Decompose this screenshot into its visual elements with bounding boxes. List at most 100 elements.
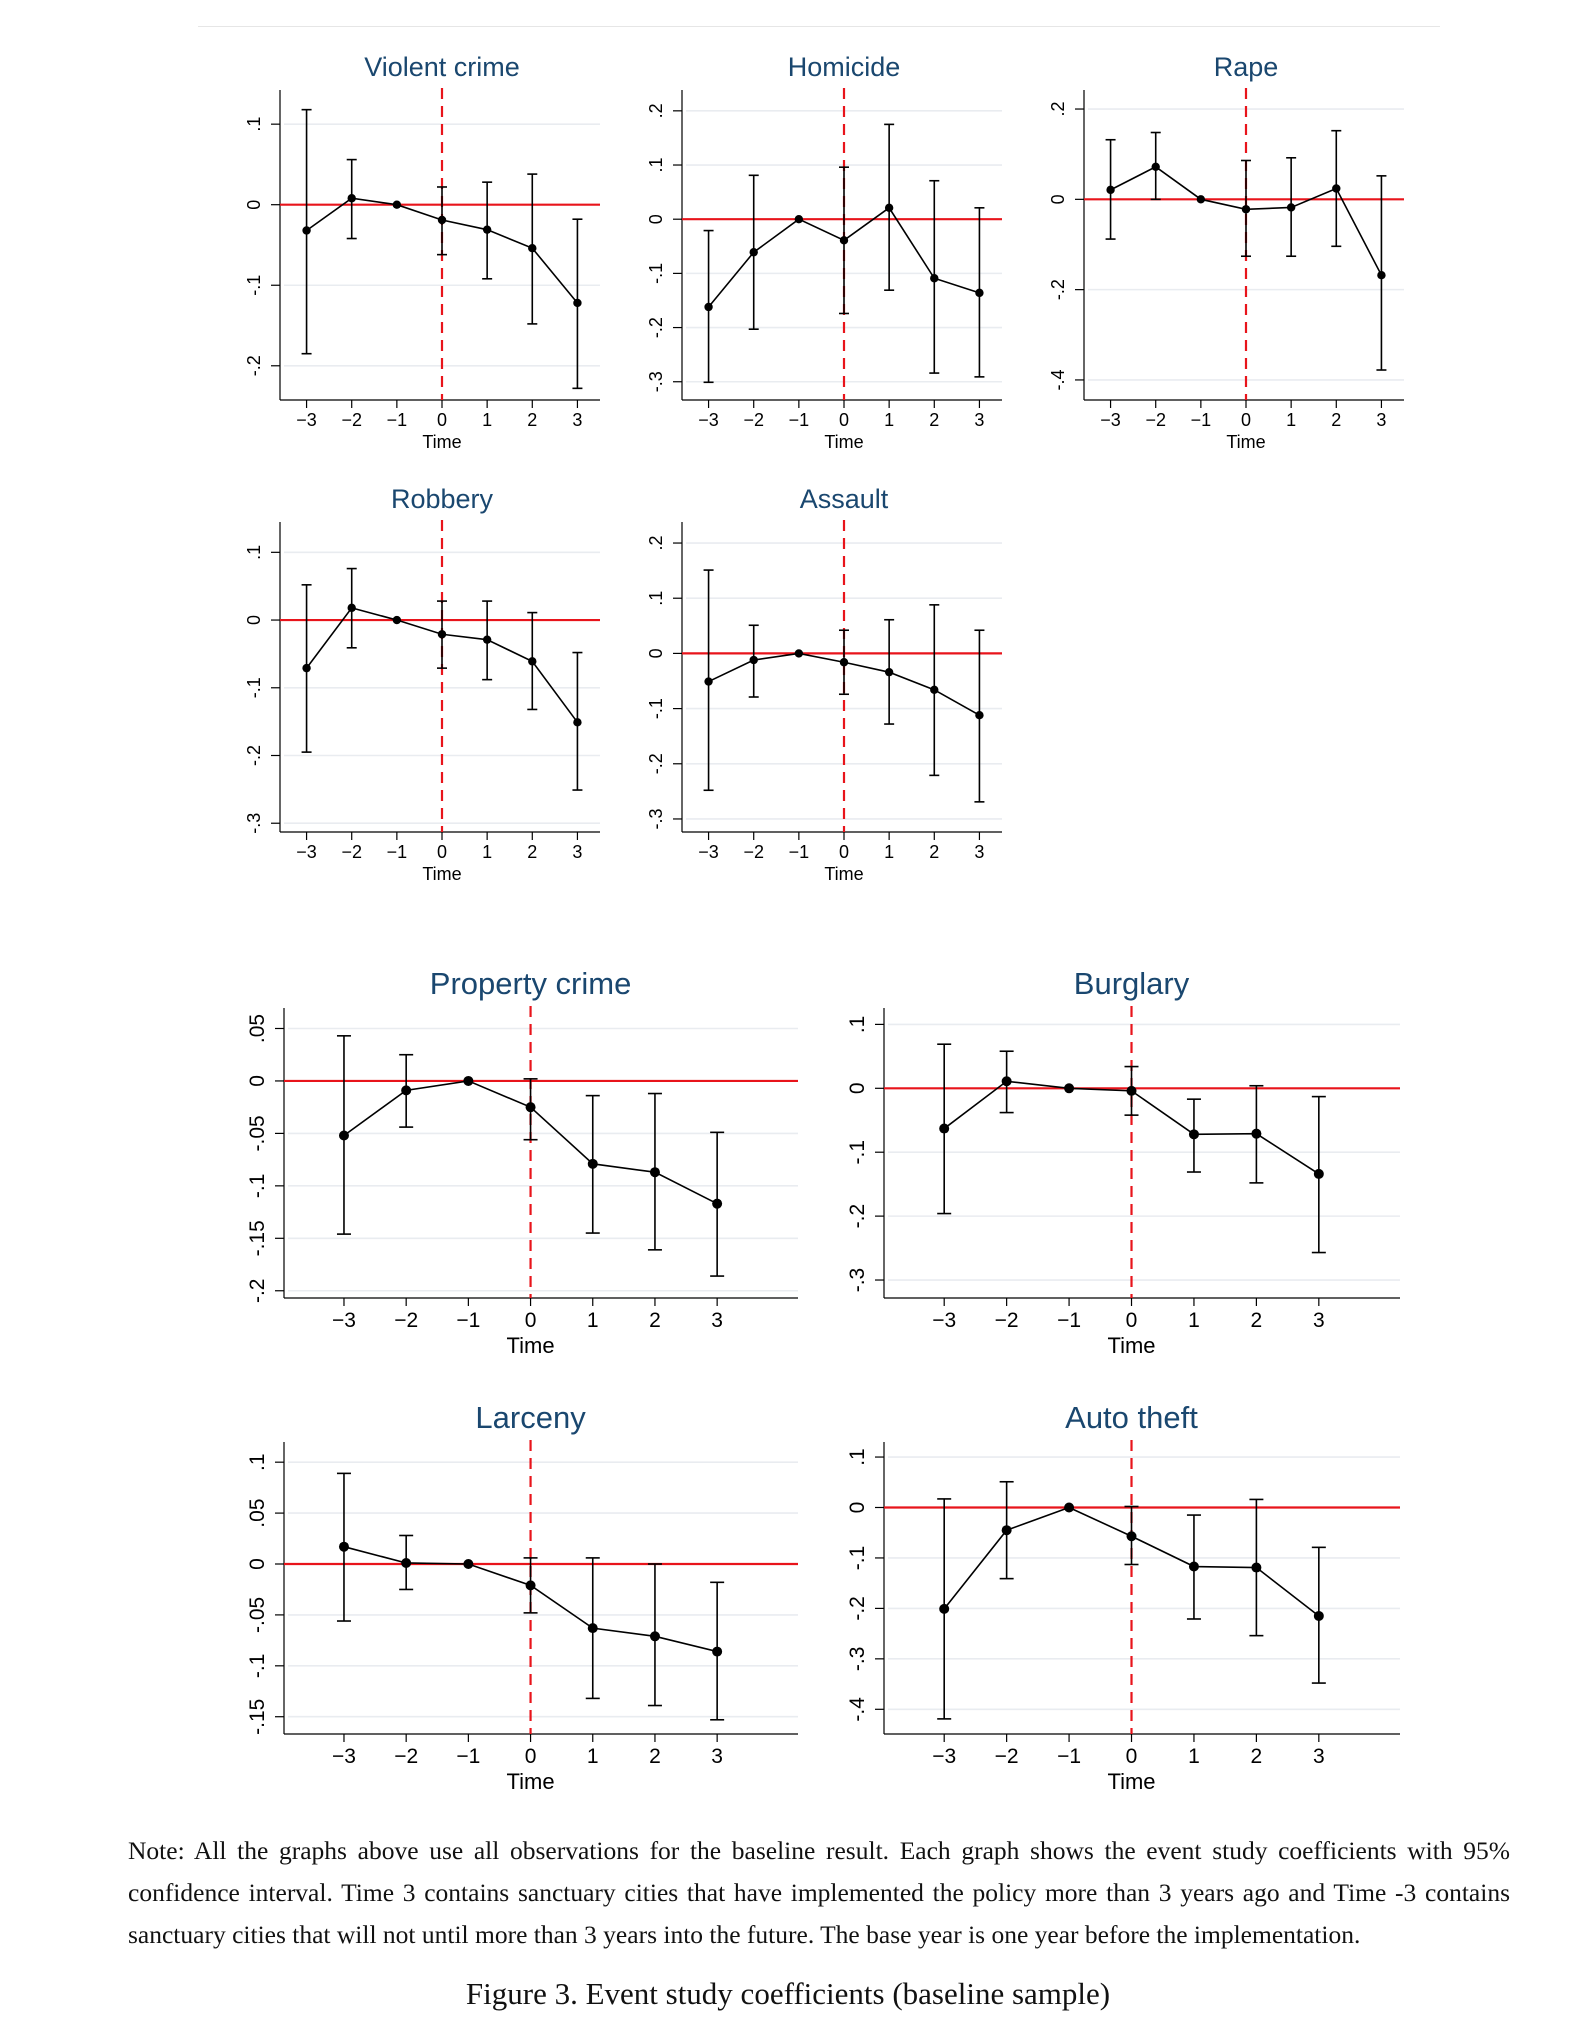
x-tick-label: −2 xyxy=(995,1745,1019,1768)
chart-title: Larceny xyxy=(475,1400,586,1435)
data-point xyxy=(649,1631,660,1642)
chart-larceny: .1 .05 0 -.05 -.1 -.15 −3 −2 −1 0 1 2 3 Time Larceny xyxy=(246,1400,798,1794)
data-point xyxy=(1251,1562,1262,1573)
x-axis-title: Time xyxy=(507,1333,555,1358)
data-point xyxy=(704,302,713,312)
figure-caption: Figure 3. Event study coefficients (base… xyxy=(465,1976,1111,2011)
x-tick-label: −2 xyxy=(394,1745,418,1768)
data-point xyxy=(338,1130,349,1141)
x-tick-label: −3 xyxy=(296,410,317,430)
data-point xyxy=(1151,162,1160,172)
data-point xyxy=(347,603,356,613)
data-point xyxy=(930,685,939,695)
x-tick-label: −3 xyxy=(932,1745,956,1768)
y-tick-label: -.1 xyxy=(244,677,264,698)
data-point xyxy=(930,274,939,283)
chart-title: Homicide xyxy=(788,52,901,82)
y-tick-label: -.2 xyxy=(646,753,666,774)
chart-title: Rape xyxy=(1214,52,1279,82)
x-tick-label: −1 xyxy=(1191,410,1212,430)
x-tick-label: 3 xyxy=(1313,1745,1325,1768)
data-point xyxy=(392,200,402,209)
x-tick-label: 3 xyxy=(1376,410,1386,430)
y-tick-label: -.05 xyxy=(246,1115,269,1151)
x-tick-label: 2 xyxy=(1251,1745,1263,1768)
data-point xyxy=(1064,1083,1075,1094)
y-tick-label: .2 xyxy=(646,536,666,551)
y-tick-label: -.2 xyxy=(846,1204,869,1229)
x-tick-label: −1 xyxy=(387,410,408,430)
top-rule xyxy=(198,26,1440,27)
x-tick-label: −2 xyxy=(995,1309,1019,1332)
y-tick-label: .05 xyxy=(246,1014,269,1043)
data-point xyxy=(392,615,402,625)
y-tick-label: -.4 xyxy=(846,1697,869,1722)
y-tick-label: -.3 xyxy=(244,813,264,834)
x-tick-label: −1 xyxy=(456,1745,480,1768)
x-tick-label: −2 xyxy=(341,842,362,862)
y-tick-label: -.1 xyxy=(846,1140,869,1165)
data-point xyxy=(528,243,537,253)
x-tick-label: 1 xyxy=(1286,410,1296,430)
data-point xyxy=(975,288,984,298)
y-tick-label: .2 xyxy=(646,103,666,118)
x-tick-label: −2 xyxy=(1145,410,1166,430)
x-tick-label: 0 xyxy=(839,842,849,862)
x-tick-label: 1 xyxy=(1188,1745,1200,1768)
data-point xyxy=(839,658,849,667)
x-tick-label: 0 xyxy=(525,1309,537,1332)
x-axis-title: Time xyxy=(507,1769,555,1794)
y-tick-label: -.1 xyxy=(846,1546,869,1571)
data-point xyxy=(463,1075,474,1086)
y-tick-label: -.1 xyxy=(244,275,264,296)
data-point xyxy=(939,1123,950,1134)
data-point xyxy=(1126,1085,1137,1096)
x-tick-label: 0 xyxy=(839,410,849,430)
x-tick-label: 2 xyxy=(1331,410,1341,430)
chart-title: Property crime xyxy=(430,966,632,1001)
y-tick-label: .1 xyxy=(244,117,264,132)
x-axis-title: Time xyxy=(824,432,863,452)
data-point xyxy=(401,1557,412,1568)
data-point xyxy=(884,667,894,677)
chart-violent: .1 0 -.1 -.2 −3 −2 −1 0 1 2 3 Time Violent crime xyxy=(244,52,600,452)
y-tick-label: 0 xyxy=(846,1502,869,1514)
data-point xyxy=(1188,1561,1199,1572)
x-tick-label: 2 xyxy=(1251,1309,1263,1332)
y-tick-label: -.2 xyxy=(846,1596,869,1621)
x-tick-label: −1 xyxy=(789,410,810,430)
data-point xyxy=(437,630,447,639)
y-tick-label: -.1 xyxy=(646,263,666,284)
data-point xyxy=(939,1603,950,1614)
x-tick-label: 1 xyxy=(482,410,492,430)
y-tick-label: -.3 xyxy=(846,1268,869,1293)
y-tick-label: 0 xyxy=(846,1082,869,1094)
x-tick-label: 1 xyxy=(587,1745,599,1768)
x-tick-label: 0 xyxy=(1126,1309,1138,1332)
data-point xyxy=(649,1167,660,1178)
data-point xyxy=(1251,1128,1262,1139)
x-axis-title: Time xyxy=(824,864,863,884)
x-tick-label: −3 xyxy=(1100,410,1121,430)
x-tick-label: −3 xyxy=(332,1309,356,1332)
data-point xyxy=(525,1580,536,1591)
data-point xyxy=(1126,1531,1137,1542)
y-tick-label: -.2 xyxy=(1048,279,1068,300)
x-tick-label: 1 xyxy=(884,410,894,430)
x-tick-label: 3 xyxy=(572,410,582,430)
chart-property: .05 0 -.05 -.1 -.15 -.2 −3 −2 −1 0 1 2 3 Time Property… xyxy=(246,966,798,1358)
chart-autotheft: .1 0 -.1 -.2 -.3 -.4 −3 −2 −1 0 1 2 3 Time Auto theft xyxy=(846,1400,1400,1794)
x-tick-label: −1 xyxy=(456,1309,480,1332)
y-tick-label: .1 xyxy=(646,158,666,173)
data-point xyxy=(794,215,804,224)
chart-title: Robbery xyxy=(391,484,494,514)
x-tick-label: 3 xyxy=(572,842,582,862)
y-tick-label: .1 xyxy=(646,591,666,606)
chart-burglary: .1 0 -.1 -.2 -.3 −3 −2 −1 0 1 2 3 Time Burglary xyxy=(846,966,1400,1358)
data-point xyxy=(1241,205,1251,214)
data-point xyxy=(482,225,492,234)
data-point xyxy=(1106,185,1115,195)
y-tick-label: -.3 xyxy=(846,1647,869,1672)
x-axis-title: Time xyxy=(1107,1769,1155,1794)
x-tick-label: 0 xyxy=(525,1745,537,1768)
